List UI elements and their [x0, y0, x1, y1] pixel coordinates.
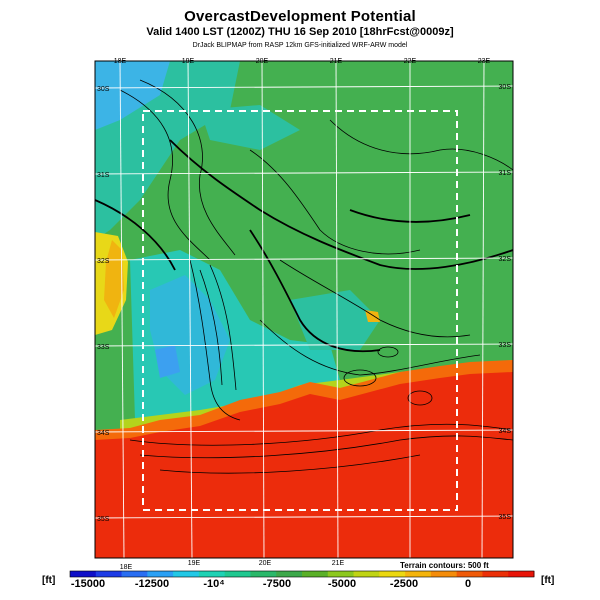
map-border: [94, 60, 514, 559]
colorbar-tick-label: -10⁴: [203, 578, 225, 590]
lat-label-left: 34S: [97, 430, 110, 437]
colorbar-swatch: [224, 571, 251, 577]
colorbar-swatch: [121, 571, 148, 577]
colorbar-tick-label: -5000: [327, 578, 357, 590]
colorbar-swatch: [482, 571, 509, 577]
terrain-contour-note: Terrain contours: 500 ft: [400, 561, 489, 570]
lon-label-bottom: 21E: [332, 560, 345, 567]
colorbar-unit-right: [ft]: [541, 575, 555, 586]
lat-label-left: 35S: [97, 516, 110, 523]
lat-label-left: 30S: [97, 86, 110, 93]
colorbar-swatch: [456, 571, 483, 577]
lat-label-right: 33S: [499, 342, 512, 349]
colorbar-tick-label: -2500: [389, 578, 419, 590]
lon-label-top: 22E: [404, 58, 417, 65]
lon-label-top: 20E: [256, 58, 269, 65]
colorbar-swatch: [302, 571, 329, 577]
colorbar-swatch: [327, 571, 355, 577]
colorbar-swatch: [70, 571, 97, 577]
colorbar-tick-label: -7500: [262, 578, 292, 590]
lon-label-bottom: 18E: [120, 564, 133, 571]
map-title: OvercastDevelopment Potential: [184, 8, 416, 25]
colorbar-swatch: [173, 571, 200, 577]
map-credit: DrJack BLIPMAP from RASP 12km GFS-initia…: [192, 42, 408, 49]
lon-label-bottom: 20E: [259, 560, 272, 567]
colorbar-tick-label: -12500: [134, 578, 170, 590]
colorbar-swatch: [198, 571, 226, 577]
map-subtitle: Valid 1400 LST (1200Z) THU 16 Sep 2010 […: [146, 26, 454, 38]
colorbar-border: [69, 570, 535, 578]
colorbar-swatch: [430, 571, 458, 577]
colorbar-swatch: [250, 571, 277, 577]
lat-label-right: 32S: [499, 256, 512, 263]
colorbar-tick-label: 0: [464, 578, 472, 590]
lat-label-left: 31S: [97, 172, 110, 179]
colorbar-swatch: [147, 571, 174, 577]
colorbar-swatch: [95, 571, 123, 577]
map-field: [95, 61, 513, 558]
colorbar: [69, 570, 535, 578]
lon-label-top: 18E: [114, 58, 127, 65]
lon-label-top: 21E: [330, 58, 343, 65]
lat-label-left: 32S: [97, 258, 110, 265]
lat-label-left: 33S: [97, 344, 110, 351]
lat-label-right: 35S: [499, 514, 512, 521]
colorbar-unit-left: [ft]: [42, 575, 56, 586]
colorbar-swatch: [508, 571, 535, 577]
colorbar-swatch: [276, 571, 303, 577]
lat-label-right: 31S: [499, 170, 512, 177]
graticule: [95, 61, 513, 558]
lon-label-bottom: 19E: [188, 560, 201, 567]
lon-label-top: 19E: [182, 58, 195, 65]
inner-domain-box: [142, 110, 458, 511]
colorbar-swatch: [405, 571, 432, 577]
lat-label-right: 34S: [499, 428, 512, 435]
colorbar-swatch: [379, 571, 406, 577]
lon-label-top: 23E: [478, 58, 491, 65]
colorbar-swatch: [353, 571, 380, 577]
lat-label-right: 30S: [499, 84, 512, 91]
colorbar-tick-label: -15000: [70, 578, 106, 590]
